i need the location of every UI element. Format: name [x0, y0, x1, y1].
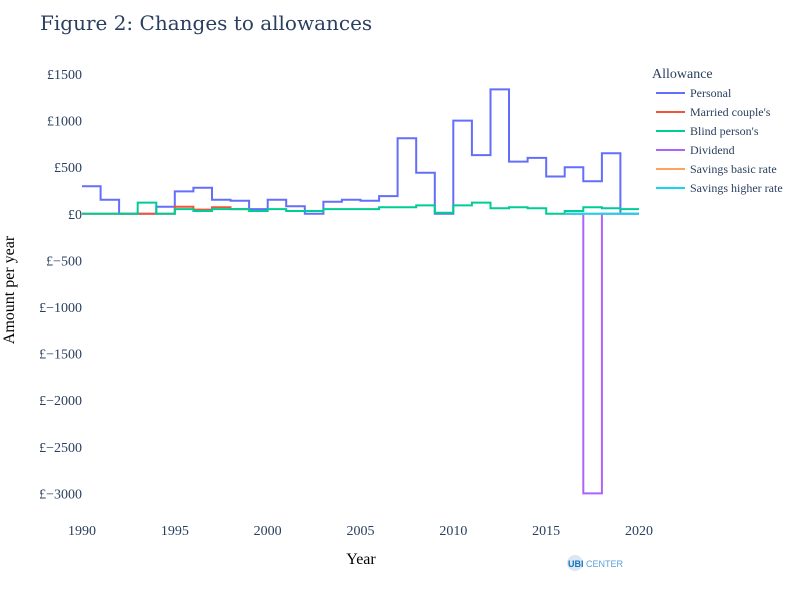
y-tick-label: £−2000	[39, 394, 82, 409]
legend-item-label: Savings basic rate	[690, 162, 777, 176]
ubi-center-logo: UBI CENTER	[567, 555, 624, 571]
logo-text-bold: UBI	[568, 559, 584, 569]
legend: Allowance Personal Married couple's Blind …	[652, 67, 783, 195]
y-tick-label: £0	[68, 208, 82, 223]
logo-mark	[567, 555, 583, 571]
x-tick-label: 2020	[625, 524, 653, 539]
series-line-blind-person-s	[82, 201, 639, 215]
legend-title: Allowance	[652, 67, 713, 82]
x-tick-label: 1995	[161, 524, 189, 539]
y-axis-title: Amount per year	[1, 235, 18, 344]
x-tick-label: 2000	[254, 524, 282, 539]
x-tick-label: 2005	[347, 524, 375, 539]
y-tick-label: £−1500	[39, 348, 82, 363]
series-layer	[82, 88, 639, 495]
y-tick-label: £−2500	[39, 441, 82, 456]
series-line-personal	[82, 88, 639, 215]
y-tick-label: £1500	[47, 68, 82, 83]
series-line-dividend	[564, 212, 639, 495]
chart-title: Figure 2: Changes to allowances	[40, 11, 372, 35]
y-tick-label: £1000	[47, 115, 82, 130]
legend-items: Personal Married couple's Blind person's Di…	[656, 86, 783, 195]
y-axis-ticks: £1500 £1000 £500 £0 £−500 £−1000 £−1500 £−2000 £…	[39, 68, 82, 502]
x-tick-label: 2015	[532, 524, 560, 539]
x-axis-ticks: 1990 1995 2000 2005 2010 2015 2020	[68, 524, 653, 539]
legend-item-label: Savings higher rate	[690, 181, 783, 195]
y-tick-label: £−3000	[39, 487, 82, 502]
x-tick-label: 2010	[439, 524, 467, 539]
logo-text-light: CENTER	[586, 559, 624, 569]
x-tick-label: 1990	[68, 524, 96, 539]
series-line-married-couple-s	[82, 205, 250, 215]
x-axis-title: Year	[346, 551, 376, 568]
legend-item-label: Married couple's	[690, 105, 771, 119]
y-tick-label: £500	[54, 161, 82, 176]
legend-item-label: Blind person's	[690, 124, 759, 138]
legend-item-label: Personal	[690, 86, 732, 100]
legend-item-label: Dividend	[690, 143, 735, 157]
y-tick-label: £−500	[46, 254, 82, 269]
y-tick-label: £−1000	[39, 301, 82, 316]
